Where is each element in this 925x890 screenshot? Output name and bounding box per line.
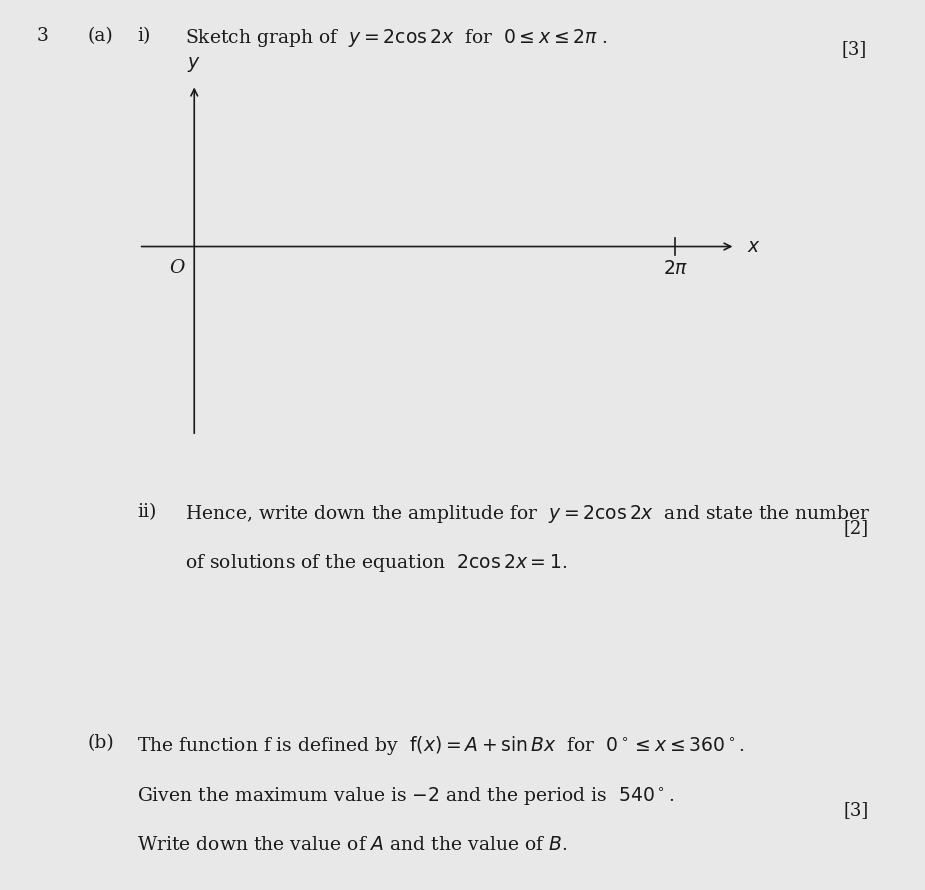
Text: $y$: $y$ — [188, 55, 201, 74]
Text: Hence, write down the amplitude for  $y = 2\cos 2x$  and state the number: Hence, write down the amplitude for $y =… — [185, 503, 870, 525]
Text: $2\pi$: $2\pi$ — [662, 260, 688, 278]
Text: $x$: $x$ — [747, 238, 761, 255]
Text: The function f is defined by  $\mathrm{f}(x) = A + \sin Bx$  for  $0^\circ \leq : The function f is defined by $\mathrm{f}… — [137, 734, 745, 757]
Text: Sketch graph of  $y = 2\cos 2x$  for  $0 \leq x \leq 2\pi$ .: Sketch graph of $y = 2\cos 2x$ for $0 \l… — [185, 27, 608, 49]
Text: (a): (a) — [88, 27, 114, 44]
Text: i): i) — [137, 27, 150, 44]
Text: ii): ii) — [137, 503, 156, 521]
Text: [3]: [3] — [844, 801, 869, 819]
Text: (b): (b) — [88, 734, 115, 752]
Text: O: O — [169, 259, 185, 277]
Text: 3: 3 — [37, 27, 49, 44]
Text: [2]: [2] — [844, 519, 869, 537]
Text: Given the maximum value is $-2$ and the period is  $540^\circ$.: Given the maximum value is $-2$ and the … — [137, 785, 674, 807]
Text: of solutions of the equation  $2\cos 2x = 1$.: of solutions of the equation $2\cos 2x =… — [185, 552, 567, 574]
Text: Write down the value of $A$ and the value of $B$.: Write down the value of $A$ and the valu… — [137, 836, 568, 854]
Text: [3]: [3] — [842, 40, 867, 58]
